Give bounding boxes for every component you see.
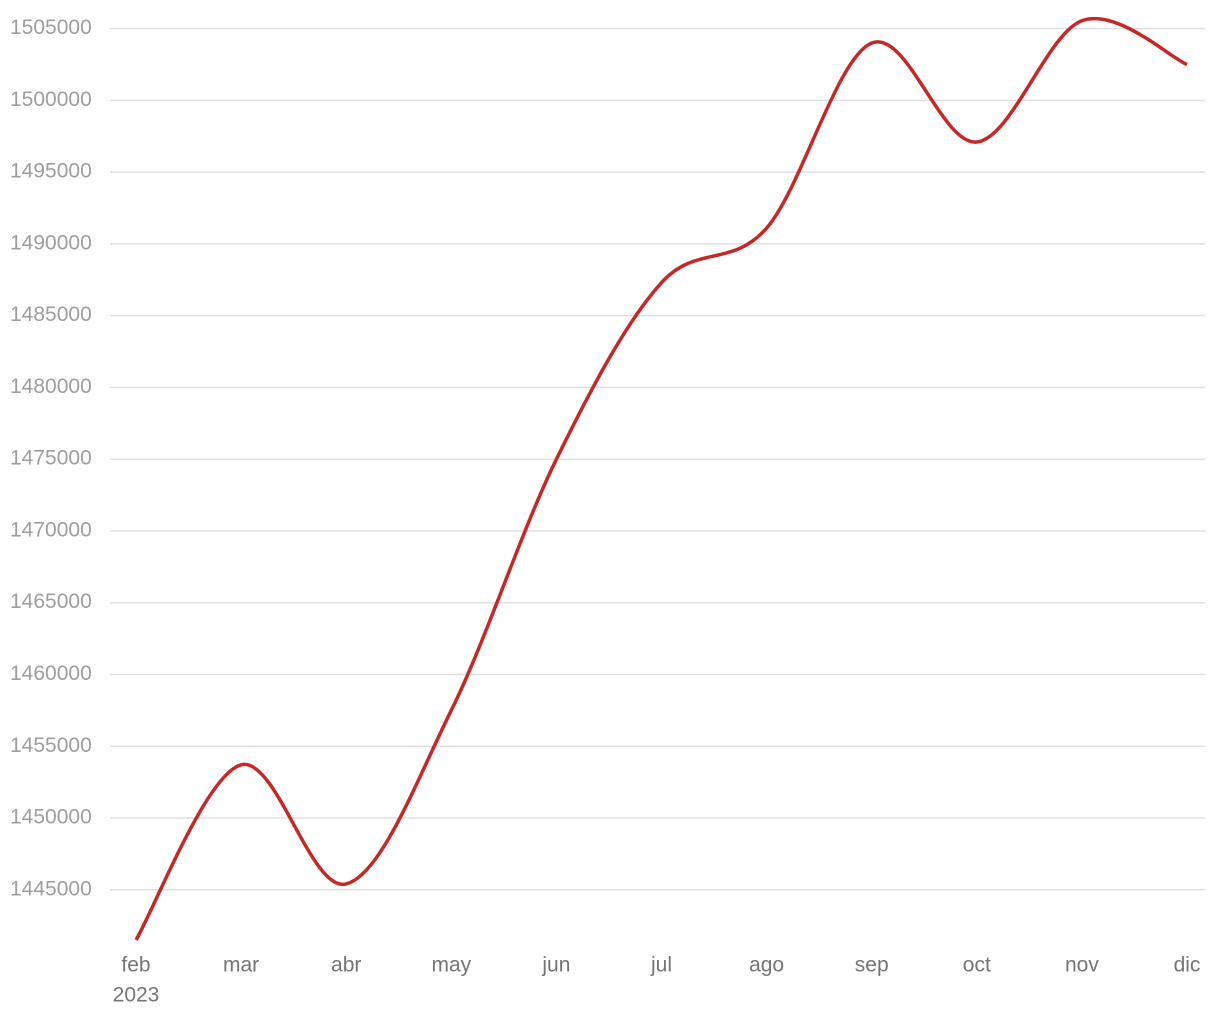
- y-tick-label: 1480000: [10, 375, 92, 398]
- y-tick-label: 1500000: [10, 88, 92, 111]
- y-tick-label: 1455000: [10, 734, 92, 757]
- y-tick-label: 1485000: [10, 303, 92, 326]
- y-tick-label: 1450000: [10, 806, 92, 829]
- x-year-label: 2023: [113, 984, 160, 1007]
- x-tick-label: jun: [541, 954, 570, 977]
- y-tick-label: 1465000: [10, 590, 92, 613]
- y-tick-label: 1445000: [10, 877, 92, 900]
- y-tick-label: 1470000: [10, 518, 92, 541]
- x-tick-label: sep: [855, 954, 889, 977]
- x-tick-label: ago: [749, 954, 784, 977]
- y-tick-label: 1475000: [10, 447, 92, 470]
- x-tick-label: abr: [331, 954, 361, 977]
- x-tick-label: feb: [121, 954, 150, 977]
- x-tick-label: may: [431, 954, 471, 977]
- y-tick-label: 1495000: [10, 160, 92, 183]
- y-tick-label: 1505000: [10, 16, 92, 39]
- x-tick-label: mar: [223, 954, 259, 977]
- x-tick-label: dic: [1174, 954, 1201, 977]
- x-tick-label: oct: [963, 954, 991, 977]
- x-tick-label: nov: [1065, 954, 1099, 977]
- line-series: [134, 17, 1188, 941]
- x-tick-label: jul: [650, 954, 672, 977]
- y-tick-label: 1460000: [10, 662, 92, 685]
- y-tick-label: 1490000: [10, 231, 92, 254]
